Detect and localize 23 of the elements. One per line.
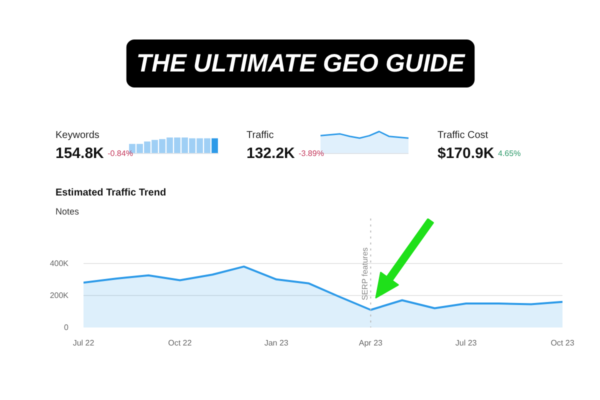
y-tick-label: 400K xyxy=(50,258,70,268)
text: 4.65% xyxy=(498,149,521,158)
y-tick-label: 200K xyxy=(50,290,70,300)
text: 132.2K xyxy=(246,145,296,162)
ref-line-label: SERP features xyxy=(360,247,370,300)
bar xyxy=(212,138,218,154)
x-tick-label: Jul 23 xyxy=(455,338,478,348)
annotation: -3.89% xyxy=(298,149,324,158)
chart-title: Estimated Traffic Trend xyxy=(56,188,166,198)
text: Traffic Cost xyxy=(438,130,488,141)
x-tick-label: Oct 22 xyxy=(168,338,192,348)
x-tick-label: Oct 23 xyxy=(550,338,575,348)
text: Notes xyxy=(56,206,80,216)
text: 154.8K xyxy=(56,145,104,162)
x-tick-label: Jan 23 xyxy=(264,338,289,348)
y-tick-label: 0 xyxy=(64,323,70,332)
annotation: -0.84% xyxy=(108,149,133,158)
chart-title: Keywords xyxy=(56,130,100,141)
x-tick-label: Jul 22 xyxy=(72,338,95,348)
chart-title: Traffic xyxy=(246,130,274,141)
text: $170.9K xyxy=(438,145,494,162)
x-tick-label: Apr 23 xyxy=(358,338,384,348)
text: THE ULTIMATE GEO GUIDE xyxy=(136,50,466,78)
